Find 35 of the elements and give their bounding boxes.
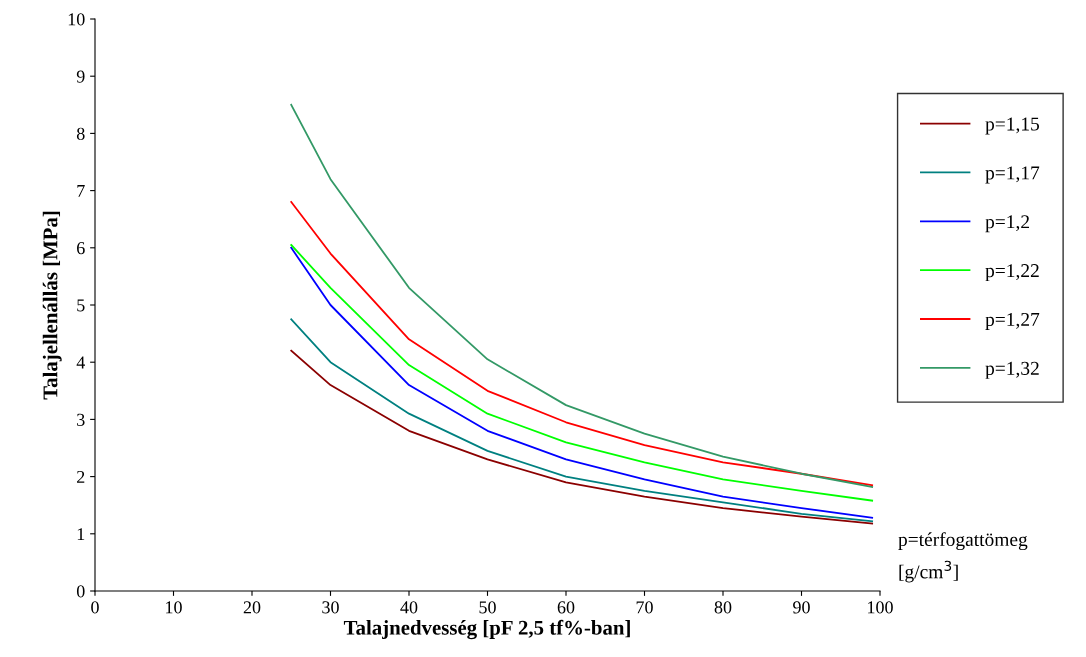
legend-label: p=1,22 — [985, 264, 1039, 282]
y-tick-label: 8 — [76, 127, 85, 140]
y-tick-label: 3 — [77, 413, 85, 426]
x-tick-label: 0 — [91, 601, 99, 614]
y-tick-label: 6 — [77, 242, 85, 255]
legend-label: p=1,32 — [985, 361, 1039, 379]
y-tick-label: 9 — [76, 70, 85, 83]
y-tick-label: 2 — [77, 470, 85, 483]
legend-label: p=1,15 — [985, 117, 1040, 135]
y-tick-label: 5 — [77, 299, 85, 312]
x-tick-label: 90 — [793, 601, 810, 614]
y-tick-label: 1 — [77, 528, 85, 541]
legend-label: p=1,27 — [985, 312, 1040, 330]
x-tick-label: 70 — [636, 601, 653, 614]
x-tick-label: 100 — [868, 601, 893, 614]
x-tick-label: 10 — [166, 601, 182, 614]
y-axis-title: Talajellenállás [MPa] — [42, 211, 62, 400]
y-tick-label: 4 — [76, 356, 85, 369]
x-tick-label: 60 — [557, 601, 575, 614]
legend-label: p=1,2 — [985, 215, 1029, 233]
x-tick-label: 20 — [243, 601, 261, 614]
line-series — [290, 201, 874, 487]
line-series — [290, 103, 874, 488]
legend-label: p=1,17 — [985, 166, 1040, 184]
y-tick-label: 10 — [68, 13, 85, 26]
text: p=térfogattömeg [g/cm$^{3}$] — [898, 532, 1028, 583]
y-tick-label: 7 — [77, 185, 85, 197]
x-tick-label: 40 — [400, 601, 418, 614]
line-series — [290, 318, 874, 523]
x-tick-label: 30 — [322, 601, 339, 614]
line-series — [290, 349, 874, 525]
x-tick-label: 80 — [714, 601, 732, 614]
y-tick-label: 0 — [76, 585, 85, 598]
x-tick-label: 50 — [479, 601, 496, 614]
x-axis-title: Talajnedvesség [pF 2,5 tf%-ban] — [343, 619, 630, 640]
